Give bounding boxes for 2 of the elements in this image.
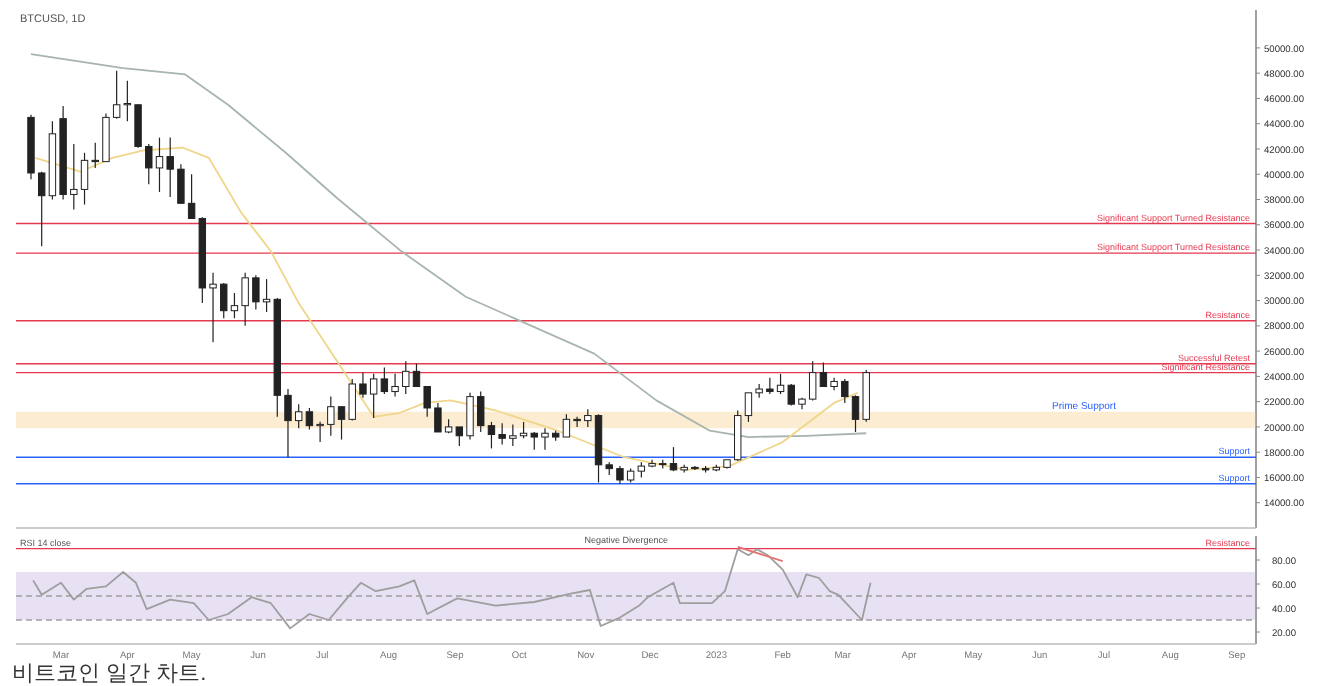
text: 비트코인 일간 차트. (12, 662, 207, 686)
line-series (30, 53, 868, 438)
